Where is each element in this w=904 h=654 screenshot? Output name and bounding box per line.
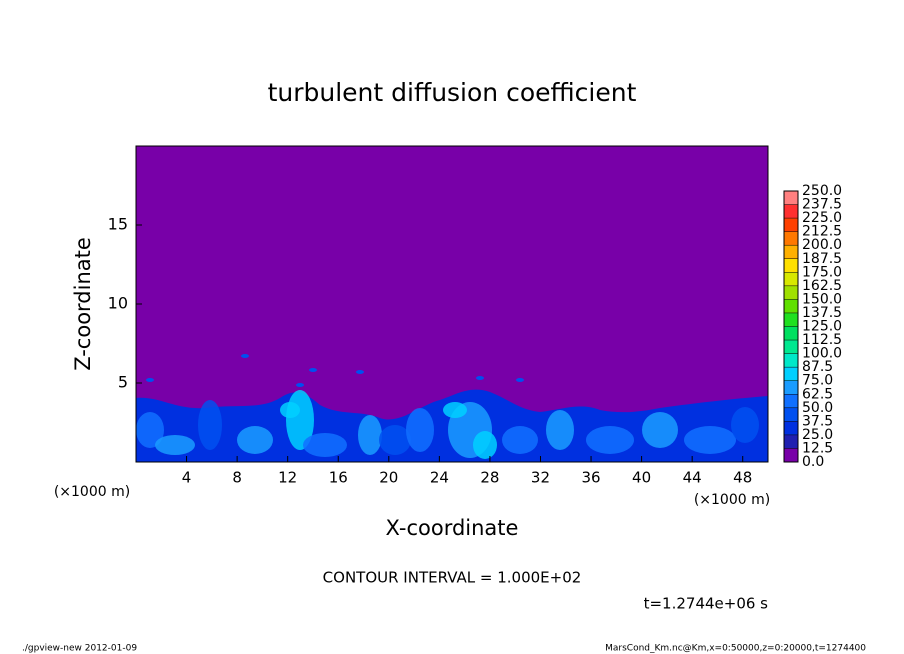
field-region <box>356 370 364 374</box>
colorbar-cell <box>784 191 798 205</box>
colorbar-tick-label: 150.0 <box>802 291 842 307</box>
colorbar-tick-label: 0.0 <box>802 454 824 470</box>
field-region <box>155 435 195 455</box>
field-region <box>241 354 249 358</box>
colorbar-tick-label: 162.5 <box>802 278 842 294</box>
colorbar-tick-label: 212.5 <box>802 224 842 240</box>
x-unit-label: (×1000 m) <box>54 484 130 500</box>
colorbar-tick-label: 137.5 <box>802 305 842 321</box>
colorbar-tick-label: 237.5 <box>802 197 842 213</box>
colorbar-tick-label: 62.5 <box>802 386 833 402</box>
colorbar-tick-label: 87.5 <box>802 359 833 375</box>
contour-interval: CONTOUR INTERVAL = 1.000E+02 <box>323 569 582 587</box>
colorbar-tick-label: 225.0 <box>802 210 842 226</box>
field-region <box>146 378 154 382</box>
y-tick-label: 15 <box>108 215 128 234</box>
colorbar-tick-label: 37.5 <box>802 413 833 429</box>
colorbar-tick-label: 75.0 <box>802 373 833 389</box>
colorbar-tick-label: 100.0 <box>802 346 842 362</box>
colorbar-tick-label: 50.0 <box>802 400 833 416</box>
colorbar-tick-label: 250.0 <box>802 183 842 199</box>
footer-right: MarsCond_Km.nc@Km,x=0:50000,z=0:20000,t=… <box>605 644 866 654</box>
field-region <box>296 383 304 387</box>
colorbar-cell <box>784 218 798 232</box>
y-tick-label: 5 <box>118 373 128 392</box>
colorbar-tick-label: 187.5 <box>802 251 842 267</box>
x-tick-label: 48 <box>733 469 752 487</box>
colorbar-cell <box>784 231 798 246</box>
x-tick-label: 4 <box>182 469 192 487</box>
colorbar-tick-label: 125.0 <box>802 319 842 335</box>
x-tick-label: 32 <box>531 469 550 487</box>
x-tick-label: 44 <box>683 469 702 487</box>
footer-left: ./gpview-new 2012-01-09 <box>22 644 137 654</box>
colorbar-tick-label: 175.0 <box>802 264 842 280</box>
field-region <box>198 400 222 450</box>
colorbar-cell <box>784 434 798 449</box>
colorbar-cell <box>784 285 798 300</box>
colorbar-tick-label: 112.5 <box>802 332 842 348</box>
colorbar-cell <box>784 312 798 327</box>
x-tick-label: 20 <box>379 469 398 487</box>
colorbar-cell <box>784 448 798 462</box>
x-tick-label: 40 <box>632 469 651 487</box>
field-region <box>476 376 484 380</box>
field-region <box>642 412 678 448</box>
field-region <box>516 378 524 382</box>
colorbar-cell <box>784 380 798 395</box>
y-axis-label: Z-coordinate <box>71 237 95 371</box>
field-region <box>237 426 273 454</box>
colorbar-tick-label: 12.5 <box>802 440 833 456</box>
colorbar-cell <box>784 258 798 273</box>
colorbar-cell <box>784 204 798 219</box>
field-region <box>586 426 634 454</box>
colorbar-cell <box>784 367 798 381</box>
field-region <box>443 402 467 418</box>
x-tick-label: 8 <box>232 469 242 487</box>
field-region <box>358 415 382 455</box>
field-region <box>731 407 759 443</box>
x-tick-label: 28 <box>480 469 499 487</box>
x-axis-label: X-coordinate <box>386 516 519 540</box>
colorbar-tick-label: 200.0 <box>802 237 842 253</box>
field-region <box>379 425 411 455</box>
chart-title: turbulent diffusion coefficient <box>268 78 637 107</box>
field-region <box>280 402 300 418</box>
colorbar-cell <box>784 326 798 341</box>
colorbar-cell <box>784 407 798 422</box>
time-label: t=1.2744e+06 s <box>644 595 769 613</box>
field-region <box>473 431 497 459</box>
field-region <box>502 426 538 454</box>
x-tick-label: 12 <box>278 469 297 487</box>
field-region <box>546 410 574 450</box>
colorbar-tick-label: 25.0 <box>802 427 833 443</box>
colorbar-cell <box>784 340 798 354</box>
colorbar-cell <box>784 353 798 368</box>
field-region <box>303 433 347 457</box>
colorbar-cell <box>784 394 798 408</box>
y-tick-label: 10 <box>108 294 128 313</box>
x-unit-label: (×1000 m) <box>694 492 770 508</box>
colorbar-cell <box>784 421 798 435</box>
field-region <box>684 426 736 454</box>
colorbar-cell <box>784 272 798 286</box>
field-region <box>309 368 317 372</box>
x-tick-label: 36 <box>581 469 600 487</box>
colorbar-cell <box>784 245 798 259</box>
colorbar-cell <box>784 299 798 313</box>
field-region <box>136 412 164 448</box>
x-tick-label: 24 <box>430 469 449 487</box>
x-tick-label: 16 <box>329 469 348 487</box>
field-region <box>406 408 434 452</box>
